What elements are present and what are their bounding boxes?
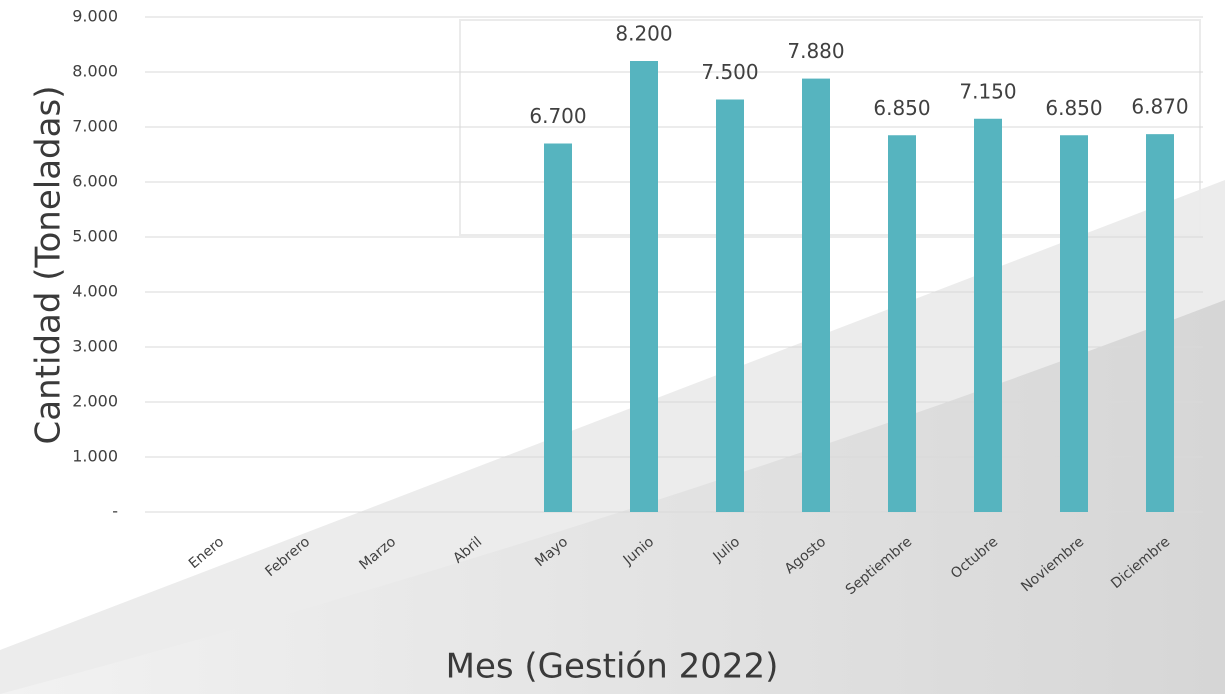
bar [802,79,830,512]
bar [1146,134,1174,512]
value-label: 7.500 [701,60,758,84]
chart: - 1.000 2.000 3.000 4.000 5.000 6.000 7.000 8.00… [0,0,1225,694]
value-label: 6.850 [873,96,930,120]
bar [630,61,658,512]
y-tick-label: 1.000 [72,447,118,466]
y-tick-label: 5.000 [72,227,118,246]
value-label: 7.150 [959,79,1016,103]
y-tick-label: 9.000 [72,7,118,26]
value-label: 7.880 [787,39,844,63]
value-label: 8.200 [615,22,672,46]
value-label: 6.700 [529,104,586,128]
value-label: 6.850 [1045,96,1102,120]
y-axis-title: Cantidad (Toneladas) [29,86,69,445]
y-tick-label: 3.000 [72,337,118,356]
bar [716,100,744,513]
bar [888,135,916,512]
y-tick-label: 6.000 [72,172,118,191]
value-label: 6.870 [1131,95,1188,119]
y-tick-label: 7.000 [72,117,118,136]
bar [974,119,1002,512]
y-tick-label: 2.000 [72,392,118,411]
y-tick-label: - [112,502,118,521]
x-axis-title: Mes (Gestión 2022) [446,647,779,687]
bar [544,144,572,513]
y-tick-label: 8.000 [72,62,118,81]
bar [1060,135,1088,512]
y-tick-label: 4.000 [72,282,118,301]
